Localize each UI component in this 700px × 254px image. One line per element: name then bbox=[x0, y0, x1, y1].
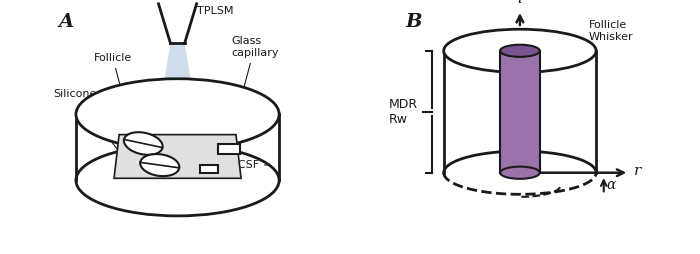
Polygon shape bbox=[114, 135, 241, 178]
Polygon shape bbox=[200, 165, 218, 173]
Ellipse shape bbox=[500, 167, 540, 179]
Ellipse shape bbox=[500, 45, 540, 57]
Text: Follicle: Follicle bbox=[94, 53, 134, 137]
Ellipse shape bbox=[140, 154, 179, 176]
Text: A: A bbox=[58, 13, 74, 31]
Text: aCSF: aCSF bbox=[231, 160, 269, 170]
Text: MDR
Rw: MDR Rw bbox=[389, 98, 419, 126]
Polygon shape bbox=[161, 43, 194, 99]
Ellipse shape bbox=[444, 29, 596, 72]
Polygon shape bbox=[218, 144, 240, 154]
Text: l: l bbox=[517, 0, 522, 6]
Ellipse shape bbox=[124, 132, 162, 155]
Text: B: B bbox=[405, 13, 422, 31]
Text: r: r bbox=[634, 164, 641, 179]
Polygon shape bbox=[500, 51, 540, 173]
Text: Glass
capillary: Glass capillary bbox=[230, 36, 279, 141]
Ellipse shape bbox=[76, 145, 279, 216]
Text: TPLSM: TPLSM bbox=[197, 6, 233, 16]
Text: α: α bbox=[606, 178, 616, 193]
Ellipse shape bbox=[76, 79, 279, 150]
Text: Silicone: Silicone bbox=[53, 89, 120, 153]
Text: Follicle
Whisker: Follicle Whisker bbox=[530, 20, 633, 60]
